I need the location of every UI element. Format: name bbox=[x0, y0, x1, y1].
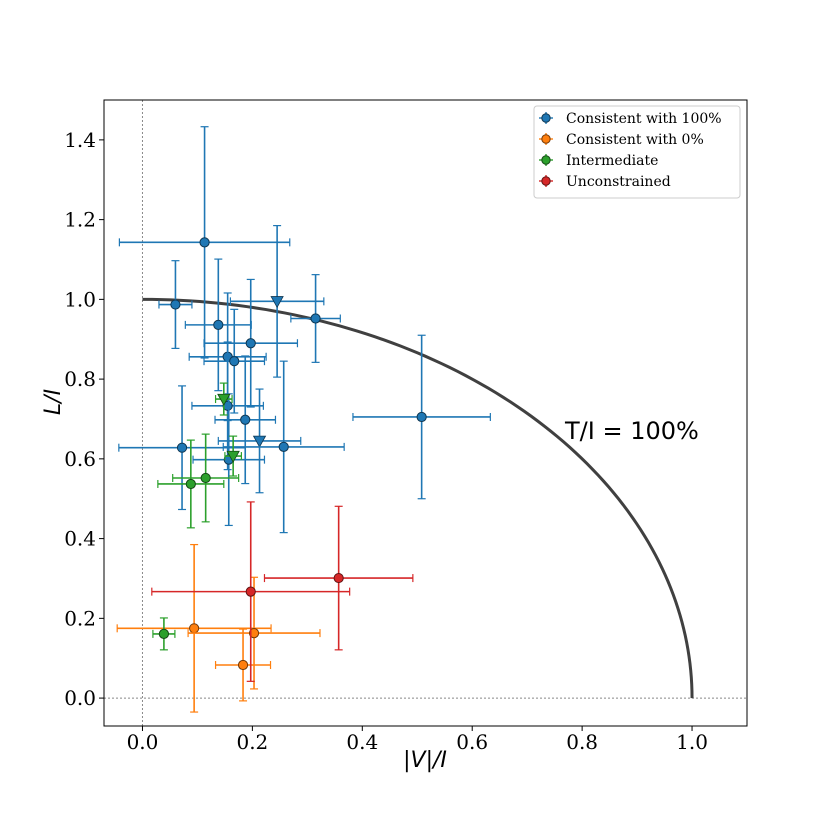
data-point bbox=[333, 572, 344, 584]
legend-marker bbox=[541, 176, 551, 186]
y-tick-label: 0.2 bbox=[64, 606, 96, 630]
data-point bbox=[170, 299, 181, 310]
curve-line bbox=[142, 297, 694, 699]
data-point-triangle bbox=[226, 450, 240, 463]
data-point bbox=[200, 472, 211, 484]
data-point bbox=[416, 411, 427, 423]
y-axis-label: L/I bbox=[41, 389, 66, 415]
legend-item: Consistent with 0% bbox=[539, 132, 704, 148]
data-point bbox=[240, 414, 251, 425]
series-0 bbox=[118, 126, 491, 534]
y-tick-label: 0.8 bbox=[64, 367, 96, 391]
x-tick-label: 1.0 bbox=[676, 730, 708, 754]
legend-label: Consistent with 100% bbox=[566, 111, 722, 127]
data-point bbox=[176, 442, 188, 453]
legend-item: Intermediate bbox=[539, 153, 658, 169]
data-point bbox=[213, 319, 224, 330]
legend-label: Intermediate bbox=[566, 153, 658, 169]
legend: Consistent with 100% Consistent with 0% In… bbox=[533, 105, 741, 199]
plot-area: 0.0 0.2 0.4 0.6 0.8 1.0 0.0 0.2 0.4 0.6 0.8 1.0 1.2 1… bbox=[64, 99, 748, 754]
legend-item: Consistent with 100% bbox=[539, 111, 722, 127]
curve-annotation-group: T/I = 100% bbox=[564, 417, 699, 445]
data-point bbox=[158, 628, 170, 639]
legend-marker bbox=[541, 155, 551, 165]
y-tick-label: 1.2 bbox=[64, 208, 96, 232]
series-3 bbox=[151, 501, 414, 682]
series-1 bbox=[116, 543, 321, 713]
data-point bbox=[199, 237, 210, 248]
data-point bbox=[310, 313, 321, 324]
data-point bbox=[248, 627, 260, 639]
legend-marker bbox=[541, 134, 551, 144]
series-2 bbox=[152, 382, 242, 651]
x-tick-label: 0.8 bbox=[566, 730, 598, 754]
y-tick-label: 0.6 bbox=[64, 447, 96, 471]
legend-item: Unconstrained bbox=[539, 174, 671, 190]
y-tick-label: 0.0 bbox=[64, 686, 96, 710]
data-point bbox=[278, 441, 289, 452]
legend-box bbox=[533, 105, 741, 199]
x-tick-label: 0.6 bbox=[456, 730, 488, 754]
y-tick-label: 1.0 bbox=[64, 287, 96, 311]
curve-label: T/I = 100% bbox=[564, 417, 699, 445]
x-tick-label: 0.2 bbox=[236, 730, 268, 754]
data-point bbox=[189, 623, 200, 634]
legend-marker bbox=[541, 113, 551, 123]
data-point bbox=[229, 356, 240, 367]
x-axis-label: |V|/I bbox=[403, 748, 447, 773]
y-tick-label: 0.4 bbox=[64, 527, 96, 551]
legend-label: Unconstrained bbox=[566, 174, 671, 190]
x-tick-label: 0.0 bbox=[127, 730, 159, 754]
axis-labels: |V|/I L/I bbox=[41, 389, 447, 773]
data-point bbox=[185, 478, 196, 490]
data-point bbox=[237, 659, 249, 671]
data-point bbox=[245, 586, 256, 597]
data-point bbox=[245, 338, 256, 349]
data-point-triangle bbox=[270, 296, 284, 309]
data-point-triangle bbox=[252, 435, 267, 448]
y-tick-label: 1.4 bbox=[64, 128, 96, 152]
legend-label: Consistent with 0% bbox=[566, 132, 704, 148]
data-point-triangle bbox=[217, 393, 231, 406]
x-tick-label: 0.4 bbox=[346, 730, 378, 754]
axes-frame bbox=[103, 99, 748, 727]
